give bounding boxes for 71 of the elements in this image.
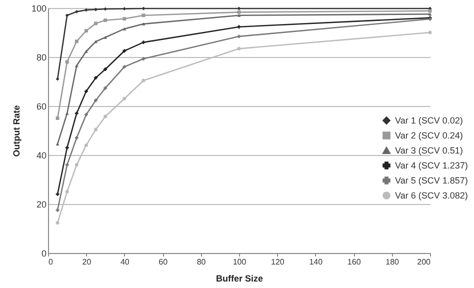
legend-label: Var 1 (SCV 0.02) (395, 116, 463, 126)
point (84, 29, 88, 33)
point (65, 146, 69, 150)
point (122, 65, 126, 69)
x-tick-label: 160 (347, 258, 362, 266)
point (104, 86, 108, 90)
point (94, 98, 98, 102)
y-tick-label: 80 (36, 52, 46, 62)
y-tick-label: 0 (41, 248, 46, 258)
x-axis-title: Buffer Size (216, 274, 264, 284)
legend-label: Var 6 (SCV 3.082) (395, 190, 468, 200)
y-tick-label: 60 (36, 102, 46, 112)
point (142, 6, 146, 10)
x-tick-label: 180 (386, 258, 400, 266)
x-tick-label: 40 (120, 258, 130, 266)
point (84, 143, 88, 147)
point (94, 8, 98, 12)
point (122, 17, 126, 21)
point (104, 114, 108, 118)
point (122, 7, 126, 10)
point (428, 30, 432, 34)
point (56, 77, 60, 81)
point (65, 163, 69, 167)
point (84, 90, 88, 94)
legend-label: Var 2 (SCV 0.24) (395, 130, 463, 140)
y-tick-label: 40 (36, 150, 46, 160)
point (74, 112, 78, 116)
point (104, 68, 108, 71)
point (122, 49, 126, 53)
point (65, 190, 69, 194)
point (56, 221, 60, 225)
point (74, 163, 78, 167)
point (104, 36, 108, 39)
point (74, 64, 78, 68)
point (56, 192, 60, 196)
point (74, 10, 78, 14)
point (237, 6, 241, 10)
legend-label: Var 5 (SCV 1.857) (395, 176, 468, 186)
point (94, 40, 98, 44)
point (84, 50, 88, 53)
x-tick-label: 100 (232, 258, 247, 266)
point (142, 22, 146, 26)
legend-label: Var 4 (SCV 1.237) (395, 160, 468, 170)
x-tick-label: 80 (196, 258, 206, 266)
x-tick-label: 120 (271, 258, 285, 266)
point (94, 76, 98, 80)
x-tick-label: 60 (158, 258, 168, 266)
point (104, 18, 108, 22)
point (237, 46, 241, 50)
point (94, 22, 98, 26)
point (56, 208, 60, 212)
point (122, 96, 126, 100)
x-tick-label: 200 (417, 258, 432, 266)
point (122, 27, 126, 30)
x-tick-label: 140 (309, 258, 324, 266)
point (74, 136, 78, 140)
x-tick-label: 0 (48, 258, 54, 266)
point (94, 128, 98, 132)
point (142, 78, 146, 82)
y-tick-label: 20 (36, 200, 46, 210)
x-tick-label: 20 (82, 258, 92, 266)
point (56, 142, 60, 146)
point (65, 60, 69, 64)
point (74, 40, 78, 44)
y-axis-title: Output Rate (11, 105, 22, 157)
y-tick-label: 100 (31, 4, 46, 14)
point (237, 14, 241, 17)
point (56, 116, 60, 120)
point (65, 112, 69, 115)
legend-label: Var 3 (SCV 0.51) (395, 146, 463, 156)
point (84, 112, 88, 116)
